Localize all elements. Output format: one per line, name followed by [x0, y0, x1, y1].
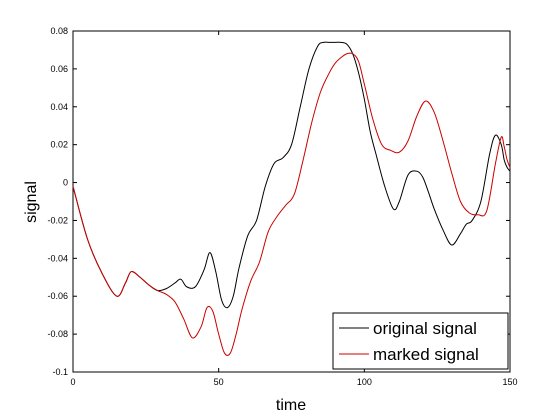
- y-axis-ticks: -0.1 -0.08 -0.06 -0.04 -0.02 0 0.02 0.04 0.06 0.0…: [47, 26, 510, 377]
- y-tick-label: 0.04: [50, 102, 68, 112]
- y-tick-label: 0: [63, 178, 68, 188]
- x-axis-ticks: 0 50 100 150: [70, 31, 518, 387]
- x-tick-label: 100: [357, 377, 372, 387]
- series-line-marked-signal: [72, 52, 511, 356]
- x-tick-label: 0: [70, 377, 75, 387]
- series-layer: [72, 41, 511, 356]
- series-line-original-signal: [72, 41, 511, 309]
- x-axis-title: time: [276, 397, 306, 414]
- x-tick-label: 50: [214, 377, 224, 387]
- y-tick-label: 0.02: [50, 140, 68, 150]
- y-tick-label: -0.04: [47, 253, 68, 263]
- y-tick-label: -0.1: [52, 367, 68, 377]
- y-axis-title: signal: [23, 181, 40, 223]
- legend-box: [332, 312, 509, 370]
- legend-label-original-signal: original signal: [373, 319, 477, 338]
- y-tick-label: -0.08: [47, 329, 68, 339]
- y-tick-label: 0.08: [50, 26, 68, 36]
- y-tick-label: 0.06: [50, 64, 68, 74]
- legend-label-marked-signal: marked signal: [373, 345, 479, 364]
- legend: original signal marked signal: [332, 312, 509, 370]
- x-tick-label: 150: [502, 377, 517, 387]
- y-tick-label: -0.02: [47, 215, 68, 225]
- y-tick-label: -0.06: [47, 291, 68, 301]
